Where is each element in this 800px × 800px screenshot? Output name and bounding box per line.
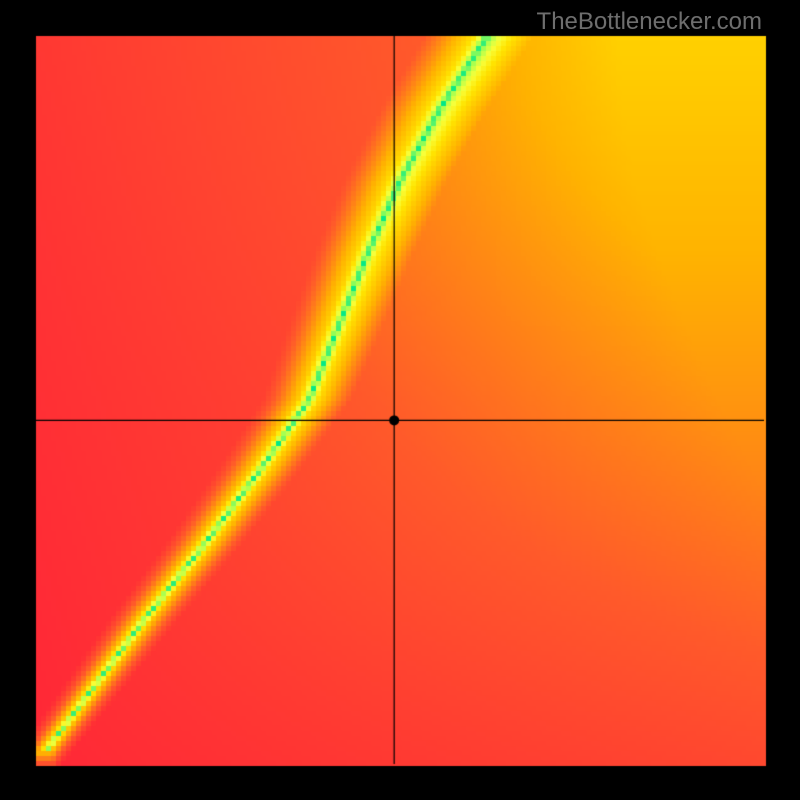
watermark-text: TheBottlenecker.com — [537, 8, 762, 36]
heatmap-canvas — [0, 0, 800, 800]
chart-container: TheBottlenecker.com — [0, 0, 800, 800]
